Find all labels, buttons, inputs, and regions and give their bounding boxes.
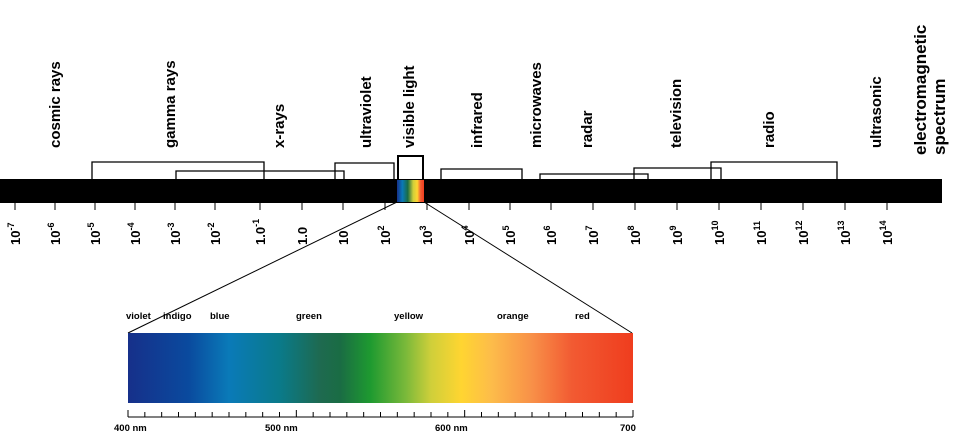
tick-label: 104 (460, 226, 477, 245)
tick-label: 1014 (878, 221, 895, 245)
tick-label: 105 (501, 226, 518, 245)
visible-spectrum-gradient (128, 333, 633, 403)
title-line-2: spectrum (930, 78, 949, 155)
tick-label: 1.0 (295, 227, 310, 245)
bracket-infrared (440, 168, 523, 179)
bracket-ultraviolet (334, 162, 395, 179)
tick-label: 10 (336, 231, 351, 245)
color-label-yellow: yellow (394, 311, 424, 322)
nm-label-600: 600 nm (435, 423, 468, 434)
tick-label: 108 (626, 226, 643, 245)
zoom-line-left (127, 201, 398, 334)
bracket-radar (539, 173, 649, 179)
tick-label: 10-2 (206, 223, 223, 245)
tick-label: 102 (376, 226, 393, 245)
tick-label: 10-6 (46, 223, 63, 245)
band-label-cosmic-rays: cosmic rays (47, 61, 64, 148)
band-label-microwaves: microwaves (528, 62, 545, 148)
band-label-infrared: infrared (469, 92, 486, 148)
tick-label: 10-7 (6, 223, 23, 245)
band-label-gamma-rays: gamma rays (162, 60, 179, 148)
tick-label: 107 (584, 226, 601, 245)
tick-label: 1.0-1 (251, 219, 268, 245)
wavelength-scale (127, 410, 634, 418)
nm-label-700: 700 (620, 423, 636, 434)
bracket-television (633, 167, 722, 179)
band-label-ultraviolet: ultraviolet (358, 76, 375, 148)
tick-label: 10-3 (166, 223, 183, 245)
zoom-line-right (423, 201, 633, 334)
bracket-visible-light (397, 155, 424, 179)
band-range-brackets (91, 155, 838, 179)
tick-label: 10-4 (126, 223, 143, 245)
color-label-orange: orange (497, 311, 529, 322)
band-label-radar: radar (579, 110, 596, 148)
band-labels: cosmic rays gamma rays x-rays ultraviole… (47, 60, 885, 148)
bar-tick-marks (14, 203, 888, 210)
band-label-radio: radio (761, 111, 778, 148)
tick-label: 10-5 (86, 223, 103, 245)
color-labels: violet indigo blue green yellow orange r… (126, 311, 590, 322)
band-label-television: television (668, 79, 685, 148)
title-line-1: electromagnetic (911, 25, 930, 155)
bracket-x-rays (175, 170, 345, 179)
tick-label: 1010 (710, 221, 727, 245)
band-label-x-rays: x-rays (271, 104, 288, 148)
color-label-red: red (575, 311, 590, 322)
tick-labels: 10-7 10-6 10-5 10-4 10-3 10-2 1.0-1 1.0 … (6, 219, 895, 245)
band-label-ultrasonic: ultrasonic (868, 76, 885, 148)
color-label-green: green (296, 311, 322, 322)
color-label-blue: blue (210, 311, 230, 322)
color-label-indigo: indigo (163, 311, 192, 322)
spectrum-title: electromagnetic spectrum (911, 25, 949, 155)
tick-label: 106 (542, 226, 559, 245)
bracket-radio (710, 161, 838, 179)
band-label-visible-light: visible light (401, 65, 418, 148)
visible-light-strip (397, 180, 424, 202)
nm-tick-marks (127, 410, 634, 417)
spectrum-bar (0, 179, 942, 203)
tick-label: 109 (668, 226, 685, 245)
tick-label: 1013 (836, 221, 853, 245)
nm-label-400: 400 nm (114, 423, 147, 434)
wavelength-labels: 400 nm 500 nm 600 nm 700 (114, 423, 636, 434)
nm-label-500: 500 nm (265, 423, 298, 434)
tick-label: 103 (418, 226, 435, 245)
tick-label: 1011 (752, 221, 769, 245)
tick-label: 1012 (794, 221, 811, 245)
color-label-violet: violet (126, 311, 152, 322)
